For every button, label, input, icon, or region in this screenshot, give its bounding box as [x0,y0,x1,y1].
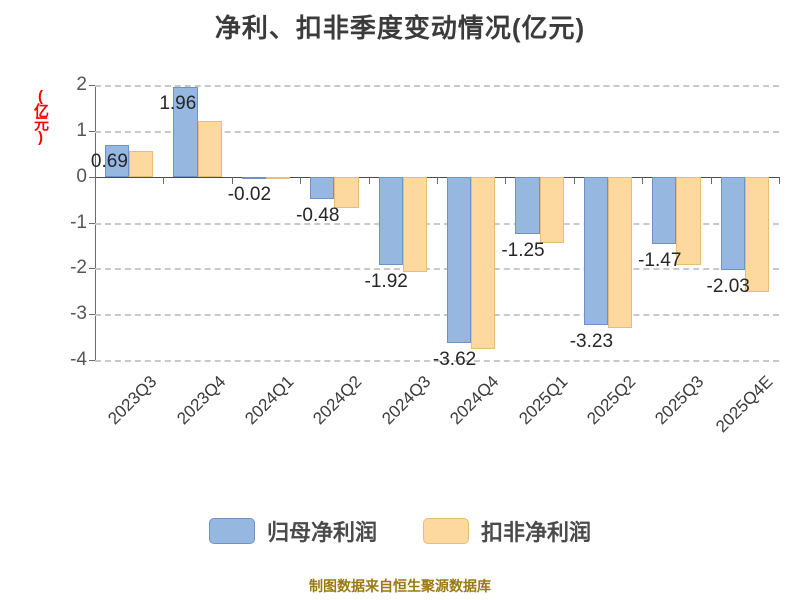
bar-归母净利润-2024Q3[interactable] [378,176,403,265]
legend-swatch-icon [423,518,469,544]
data-label: 0.69 [90,151,128,173]
y-tick-label: 0 [76,165,87,187]
bar-扣非净利润-2024Q2[interactable] [334,176,359,208]
y-tick-mark [89,176,95,178]
bar-扣非净利润-2024Q3[interactable] [402,176,428,272]
bar-扣非净利润-2023Q3[interactable] [129,151,154,177]
y-tick-mark [89,85,95,86]
bar-归母净利润-2024Q4[interactable] [446,176,472,343]
bar-扣非净利润-2025Q1[interactable] [539,176,564,244]
x-tick-mark [95,176,96,184]
legend-item-0[interactable]: 归母净利润 [208,515,377,547]
bar-归母净利润-2023Q4[interactable] [173,86,198,177]
gridline [95,85,779,87]
data-label: -1.25 [501,239,545,261]
bar-归母净利润-2025Q1[interactable] [515,176,540,234]
bar-扣非净利润-2025Q3[interactable] [676,176,701,265]
data-label: -3.62 [432,348,477,370]
y-tick-mark [89,268,95,270]
bar-归母净利润-2024Q1[interactable] [241,176,266,179]
bar-归母净利润-2025Q3[interactable] [652,176,677,245]
bar-归母净利润-2023Q3[interactable] [104,145,130,177]
x-tick-mark [779,176,780,184]
gridline [95,360,779,362]
y-tick-label: -1 [70,211,87,233]
legend-label: 扣非净利润 [481,520,592,545]
y-tick-mark [89,130,95,132]
x-tick-mark [368,176,370,184]
bar-扣非净利润-2025Q4E[interactable] [744,176,770,293]
y-tick-label: -2 [70,257,87,279]
y-tick-mark [89,314,95,316]
gridline [95,268,779,271]
legend-label: 归母净利润 [266,520,377,545]
data-label: -2.03 [706,275,750,297]
x-tick-mark [437,176,438,184]
legend-swatch-icon [208,518,255,544]
data-label: -1.47 [638,250,682,272]
x-tick-mark [505,176,507,184]
x-tick-mark [163,176,165,184]
gridline [95,314,779,317]
bar-扣非净利润-2024Q1[interactable] [266,176,291,179]
chart-legend: 归母净利润 扣非净利润 [0,515,800,547]
data-label: -0.48 [296,204,340,226]
y-tick-mark [89,360,95,361]
x-tick-mark [231,176,233,184]
x-tick-mark [710,176,712,184]
bar-扣非净利润-2025Q2[interactable] [608,176,633,328]
y-tick-label: 2 [76,74,87,95]
data-label: -3.23 [569,330,614,352]
bar-归母净利润-2024Q2[interactable] [310,176,335,199]
legend-item-1[interactable]: 扣非净利润 [423,515,591,547]
y-tick-label: -4 [70,349,87,370]
y-axis-label: (亿元) [32,88,49,144]
plot-area: 0.69 1.96 -0.02 -0.48 -1.92 -3.62 -1.25 -3.23 -1… [91,85,779,370]
chart-title: 净利、扣非季度变动情况(亿元) [214,13,586,43]
data-label: -0.02 [227,183,272,205]
data-label: 1.96 [159,92,197,114]
x-tick-mark [300,176,302,184]
chart-footer-note: 制图数据来自恒生聚源数据库 [309,578,491,594]
bar-归母净利润-2025Q2[interactable] [583,176,608,325]
x-tick-mark [642,176,644,184]
x-tick-mark [573,176,575,184]
gridline [95,222,779,225]
y-tick-label: 1 [76,119,87,141]
bar-归母净利润-2025Q4E[interactable] [720,176,745,270]
y-tick-mark [89,222,95,224]
gridline [95,130,779,133]
bar-扣非净利润-2023Q4[interactable] [197,120,222,177]
bar-扣非净利润-2024Q4[interactable] [471,176,496,349]
y-tick-label: -3 [70,303,87,325]
data-label: -1.92 [364,270,408,292]
